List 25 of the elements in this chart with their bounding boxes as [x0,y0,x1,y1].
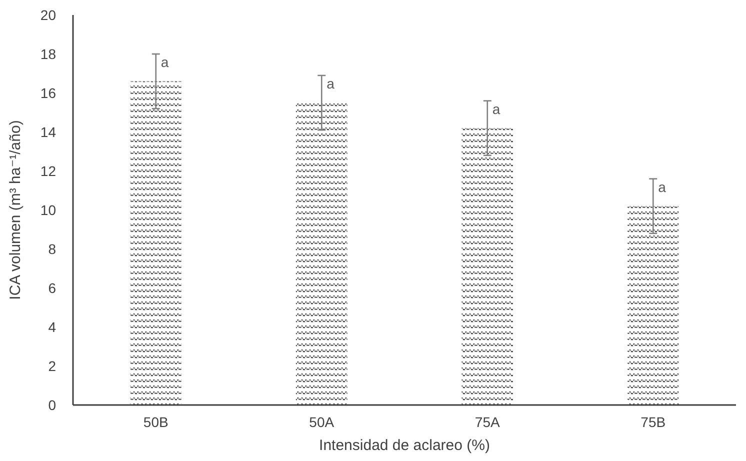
y-tick-label: 18 [40,46,56,62]
y-tick-label: 10 [40,202,56,218]
x-tick-label: 50B [143,414,168,430]
annotation: a [492,100,500,117]
x-axis-title: Intensidad de aclareo (%) [319,437,490,454]
y-tick-label: 8 [48,240,56,257]
bar [296,102,348,405]
x-tick-label: 75B [640,414,666,430]
y-tick-label: 12 [40,162,56,179]
y-tick-label: 6 [48,280,56,296]
y-tick-label: 20 [40,6,56,23]
x-tick-label: 50A [309,414,335,430]
y-axis-title: ICA volumen (m³ ha⁻¹/año) [7,120,24,300]
y-tick-label: 4 [48,318,56,335]
bar [130,81,182,405]
annotation: a [160,54,169,70]
y-tick-label: 16 [40,84,56,101]
bar [462,128,514,405]
bar [627,206,679,405]
y-tick-label: 2 [48,358,56,374]
annotation: a [658,178,666,195]
y-tick-label: 0 [48,396,56,413]
y-tick-label: 14 [40,124,56,140]
x-tick-label: 75A [474,414,500,430]
annotation: a [326,75,335,92]
